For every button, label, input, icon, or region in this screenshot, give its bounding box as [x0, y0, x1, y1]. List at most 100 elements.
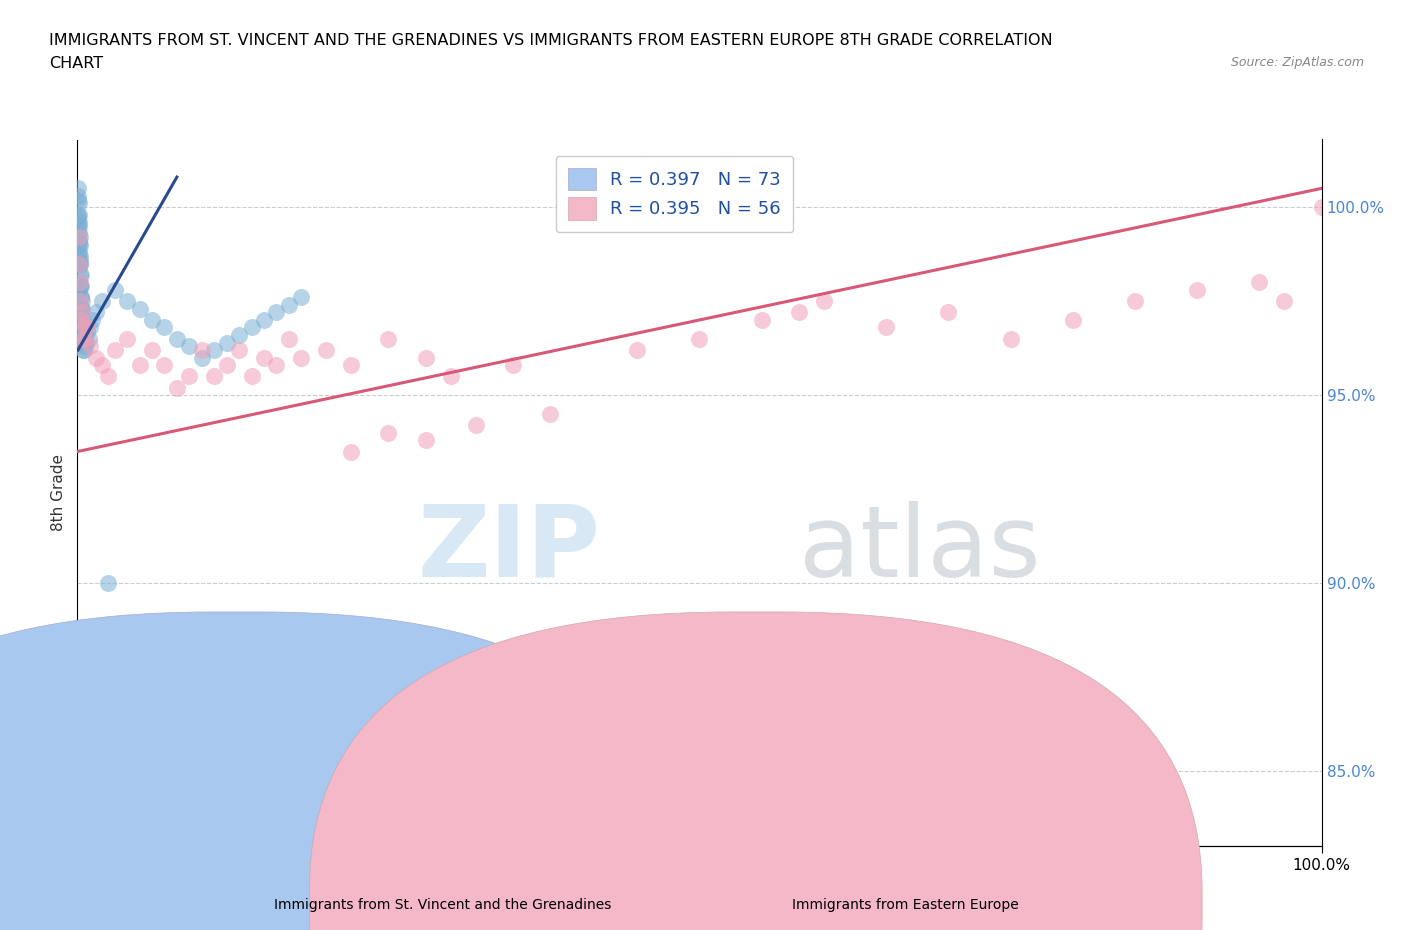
Point: [751, 312, 773, 327]
Point: [72, 342, 94, 357]
Point: [66, 207, 89, 222]
Point: [626, 342, 648, 357]
Point: [202, 369, 225, 384]
Point: [141, 342, 163, 357]
Point: [76, 324, 98, 339]
Point: [66, 219, 89, 233]
Point: [69, 230, 91, 245]
Point: [69, 275, 91, 290]
Point: [166, 380, 188, 395]
Point: [67, 237, 90, 252]
Point: [875, 320, 897, 335]
Point: [689, 331, 711, 346]
Point: [215, 335, 238, 350]
Point: [82, 312, 104, 327]
Point: [69, 294, 91, 309]
Point: [215, 358, 238, 373]
Point: [76, 320, 98, 335]
Point: [1123, 294, 1146, 309]
Point: [67, 256, 90, 271]
Point: [67, 256, 90, 271]
Point: [377, 331, 399, 346]
Point: [70, 294, 93, 309]
Point: [266, 358, 288, 373]
Point: [240, 369, 263, 384]
Point: [166, 331, 188, 346]
Point: [440, 369, 463, 384]
Point: [72, 305, 94, 320]
Point: [290, 350, 312, 365]
Point: [290, 290, 312, 305]
Point: [91, 358, 114, 373]
Point: [228, 327, 250, 342]
Point: [104, 342, 127, 357]
Point: [340, 445, 363, 459]
Point: [66, 237, 89, 252]
Point: [69, 256, 91, 271]
Point: [315, 342, 337, 357]
Point: [70, 316, 93, 331]
Point: [69, 256, 91, 271]
Point: [97, 369, 120, 384]
Point: [84, 305, 107, 320]
Point: [67, 215, 90, 230]
Point: [75, 327, 97, 342]
Point: [202, 342, 225, 357]
Point: [72, 342, 94, 357]
Point: [191, 342, 214, 357]
Point: [253, 350, 276, 365]
Point: [813, 294, 835, 309]
Point: [67, 230, 90, 245]
Point: [128, 358, 150, 373]
Point: [77, 331, 100, 346]
Point: [787, 305, 810, 320]
Point: [67, 196, 90, 211]
Text: Immigrants from St. Vincent and the Grenadines: Immigrants from St. Vincent and the Gren…: [274, 897, 612, 912]
Point: [72, 335, 94, 350]
Point: [72, 320, 94, 335]
Point: [73, 331, 96, 346]
Point: [84, 350, 107, 365]
Point: [72, 312, 94, 327]
Point: [67, 230, 90, 245]
Point: [70, 312, 93, 327]
Point: [70, 301, 93, 316]
Point: [104, 283, 127, 298]
Point: [1310, 200, 1333, 215]
Point: [67, 283, 90, 298]
Point: [153, 320, 176, 335]
Point: [938, 305, 960, 320]
Point: [97, 576, 120, 591]
Point: [141, 312, 163, 327]
Point: [128, 301, 150, 316]
Point: [538, 406, 561, 421]
Point: [340, 358, 363, 373]
Point: [69, 279, 91, 294]
Point: [69, 268, 91, 283]
Point: [67, 248, 90, 263]
Point: [67, 189, 90, 204]
Point: [72, 320, 94, 335]
Y-axis label: 8th Grade: 8th Grade: [51, 455, 66, 531]
Point: [67, 219, 90, 233]
Point: [1187, 283, 1209, 298]
Point: [66, 193, 89, 207]
Point: [70, 301, 93, 316]
Point: [69, 248, 91, 263]
Point: [277, 298, 299, 312]
Point: [70, 290, 93, 305]
Point: [73, 339, 96, 353]
Point: [1249, 275, 1271, 290]
Point: [72, 324, 94, 339]
Point: [70, 331, 93, 346]
Point: [67, 226, 90, 241]
Point: [69, 279, 91, 294]
Point: [228, 342, 250, 357]
Text: CHART: CHART: [49, 56, 103, 71]
Text: Immigrants from Eastern Europe: Immigrants from Eastern Europe: [792, 897, 1018, 912]
Point: [91, 294, 114, 309]
Point: [179, 369, 201, 384]
Point: [240, 320, 263, 335]
Text: Source: ZipAtlas.com: Source: ZipAtlas.com: [1230, 56, 1364, 69]
Point: [115, 331, 138, 346]
